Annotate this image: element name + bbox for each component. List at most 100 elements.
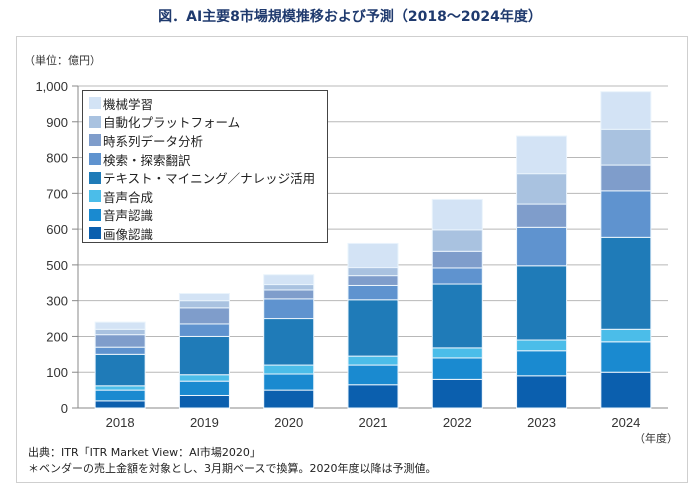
legend-item: 自動化プラットフォーム <box>89 113 327 132</box>
y-tick-label: 0 <box>61 401 68 416</box>
bar-segment <box>516 350 568 377</box>
bar-segment <box>516 173 568 205</box>
bar-segment <box>600 91 652 130</box>
bar-segment <box>431 357 483 380</box>
x-tick-label: 2023 <box>527 415 556 430</box>
bar-segment <box>516 375 568 409</box>
y-tick-label: 900 <box>46 115 68 130</box>
bar-segment <box>516 226 568 267</box>
bar-segment <box>347 267 399 277</box>
bar-segment <box>263 284 315 291</box>
legend-swatch <box>89 134 101 147</box>
legend-swatch <box>89 97 101 110</box>
y-tick-label: 100 <box>46 365 68 380</box>
x-tick-label: 2020 <box>274 415 303 430</box>
bar-segment <box>94 346 146 355</box>
legend-item: 画像認識 <box>89 224 327 243</box>
bar-segment <box>600 128 652 166</box>
legend-label: 検索・探索翻訳 <box>103 152 191 168</box>
bar-segment <box>178 394 230 409</box>
bar-segment <box>347 384 399 409</box>
bar-segment <box>431 347 483 359</box>
bar-segment <box>600 328 652 343</box>
legend-label: テキスト・マイニング／ナレッジ活用 <box>103 171 316 187</box>
bar-segment <box>94 334 146 348</box>
y-tick-label: 600 <box>46 222 68 237</box>
bar-segment <box>431 229 483 252</box>
legend-label: 音声合成 <box>103 189 154 205</box>
bar-segment <box>94 385 146 391</box>
bar-segment <box>347 275 399 286</box>
y-tick-label: 800 <box>46 151 68 166</box>
chart-frame <box>16 36 688 483</box>
bar-segment <box>347 284 399 301</box>
legend-label: 音声認識 <box>103 208 154 224</box>
bar-segment <box>178 380 230 396</box>
x-tick-label: 2022 <box>443 415 472 430</box>
bar-segment <box>600 341 652 373</box>
legend-swatch <box>89 190 101 203</box>
bar-segment <box>516 339 568 352</box>
bar-segment <box>431 250 483 269</box>
legend-item: 音声合成 <box>89 187 327 206</box>
x-tick-label: 2021 <box>359 415 388 430</box>
y-tick-label: 200 <box>46 329 68 344</box>
x-unit-label: （年度） <box>634 432 678 445</box>
chart-title: 図．AI主要8市場規模推移および予測（2018～2024年度） <box>158 9 542 25</box>
bar-segment <box>600 371 652 409</box>
y-tick-label: 1,000 <box>35 79 68 94</box>
bar-segment <box>431 198 483 231</box>
legend-swatch <box>89 171 101 184</box>
y-tick-label: 300 <box>46 294 68 309</box>
legend-swatch <box>89 115 101 128</box>
x-tick-label: 2019 <box>190 415 219 430</box>
bar-segment <box>94 353 146 387</box>
bar-segment <box>347 364 399 386</box>
y-unit-label: （単位：億円） <box>24 54 101 67</box>
bar-segment <box>431 267 483 285</box>
legend-item: テキスト・マイニング／ナレッジ活用 <box>89 168 327 187</box>
bar-segment <box>178 293 230 302</box>
bar-segment <box>263 274 315 286</box>
bar-segment <box>178 300 230 309</box>
legend-label: 機械学習 <box>103 96 154 112</box>
bar-segment <box>263 298 315 320</box>
legend-label: 画像認識 <box>103 226 154 242</box>
bar-segment <box>263 289 315 300</box>
footnote: ＊ベンダーの売上金額を対象とし、3月期ベースで換算。2020年度以降は予測値。 <box>28 462 437 475</box>
legend: 機械学習自動化プラットフォーム 時系列データ分析検索・探索翻訳テキスト・マイニング… <box>82 90 328 243</box>
bar-segment <box>516 265 568 341</box>
legend-item: 音声認識 <box>89 206 327 225</box>
bar-segment <box>263 389 315 409</box>
y-tick-label: 500 <box>46 258 68 273</box>
bar-segment <box>178 307 230 325</box>
legend-swatch <box>89 208 101 221</box>
legend-item: 時系列データ分析 <box>89 131 327 150</box>
bar-segment <box>431 378 483 409</box>
bar-segment <box>263 373 315 391</box>
x-tick-label: 2024 <box>611 415 640 430</box>
legend-swatch <box>89 153 101 166</box>
bar-segment <box>94 321 146 330</box>
bar-segment <box>94 389 146 402</box>
y-tick-label: 700 <box>46 186 68 201</box>
bar-segment <box>263 318 315 366</box>
bar-segment <box>94 328 146 336</box>
legend-item: 検索・探索翻訳 <box>89 150 327 169</box>
bar-segment <box>347 242 399 269</box>
bar-segment <box>600 164 652 192</box>
legend-swatch <box>89 227 101 240</box>
bar-segment <box>178 323 230 337</box>
bar-segment <box>263 364 315 375</box>
bar-segment <box>516 135 568 175</box>
source-note: 出典：ITR「ITR Market View：AI市場2020」 <box>28 446 261 459</box>
bar-segment <box>600 190 652 238</box>
bar-segment <box>347 355 399 366</box>
legend-label: 自動化プラットフォーム <box>103 115 241 131</box>
bar-segment <box>431 283 483 349</box>
bar-segment <box>516 203 568 228</box>
x-tick-label: 2018 <box>106 415 135 430</box>
legend-item: 機械学習 <box>89 94 327 113</box>
bar-segment <box>94 400 146 409</box>
